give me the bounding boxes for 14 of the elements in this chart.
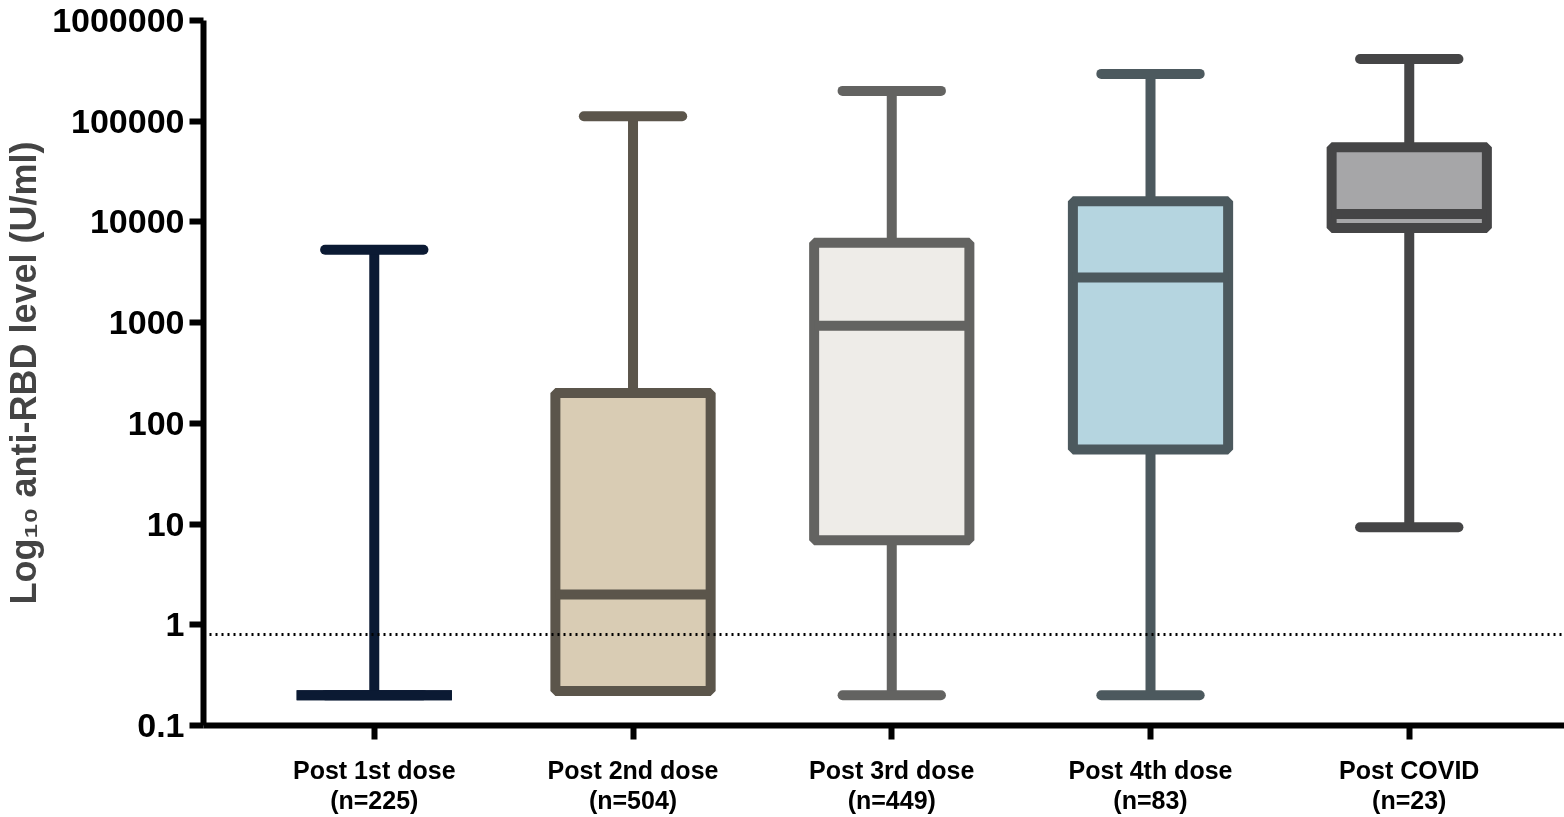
x-tick-label: Post 4th dose (n=83) bbox=[1068, 755, 1233, 815]
x-tick-label: Post 2nd dose (n=504) bbox=[547, 755, 719, 815]
y-tick-label: 0.1 bbox=[137, 706, 185, 744]
y-tick-label: 10 bbox=[146, 504, 185, 543]
y-tick-label: 1 bbox=[165, 605, 185, 644]
y-tick-label: 1000000 bbox=[52, 1, 185, 39]
y-axis-title: Log₁₀ anti-RBD level (U/ml) bbox=[3, 141, 45, 605]
y-tick-label: 100000 bbox=[71, 101, 185, 140]
x-tick-label: Post COVID (n=23) bbox=[1339, 755, 1480, 815]
y-tick-label: 1000 bbox=[108, 303, 185, 342]
x-tick-label: Post 1st dose (n=225) bbox=[293, 755, 456, 815]
x-tick-label: Post 3rd dose (n=449) bbox=[809, 755, 975, 815]
y-tick-label: 10000 bbox=[89, 202, 185, 241]
y-tick-label: 100 bbox=[127, 403, 185, 442]
